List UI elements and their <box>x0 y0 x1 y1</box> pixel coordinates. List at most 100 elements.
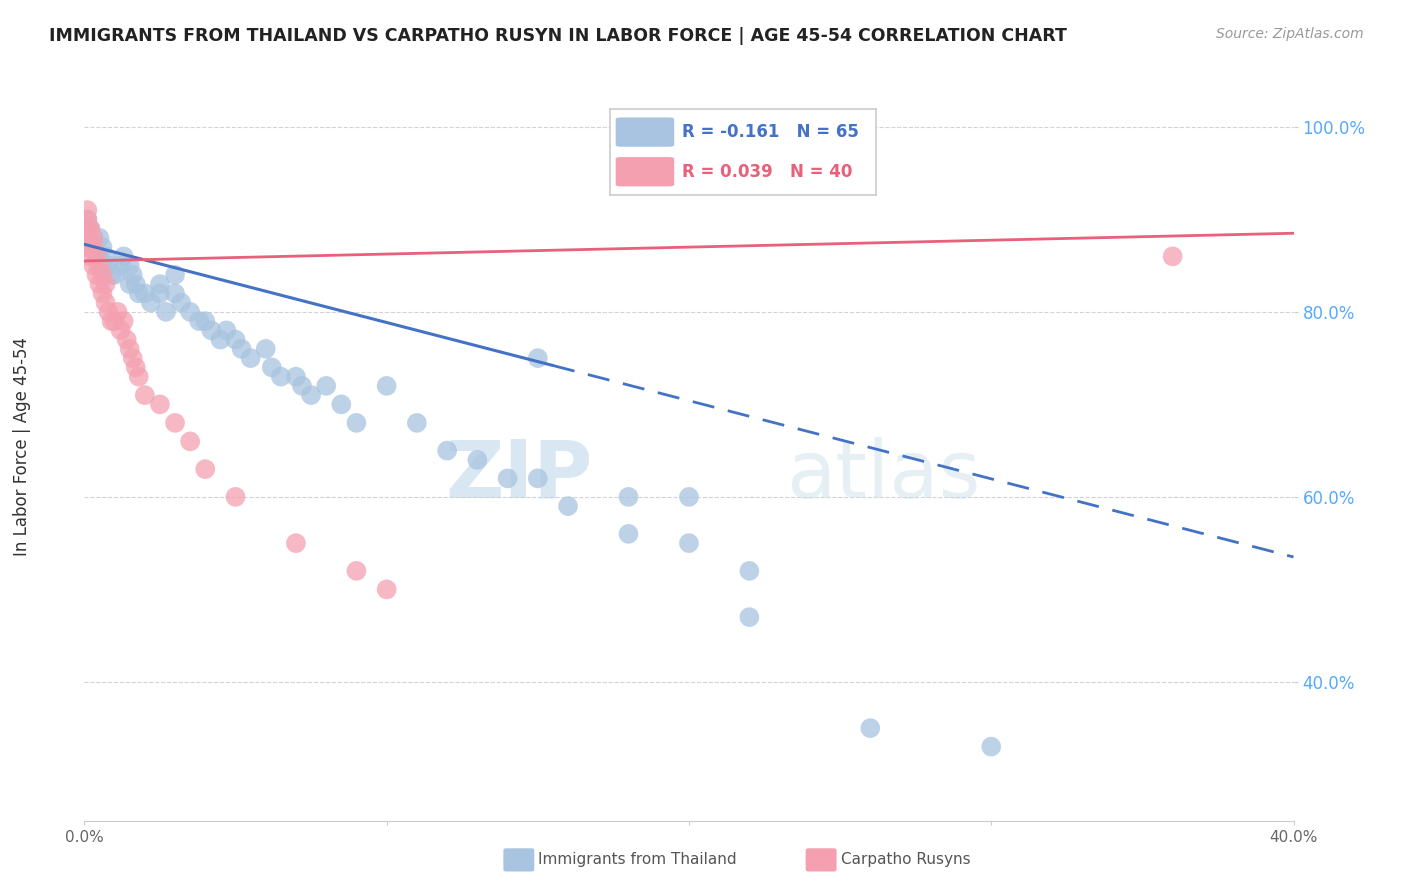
Point <box>91 268 114 282</box>
Point <box>73 240 96 254</box>
Point <box>557 499 579 513</box>
Point <box>231 342 253 356</box>
Point <box>375 379 398 393</box>
Point <box>100 268 122 282</box>
Point <box>225 490 247 504</box>
Text: Immigrants from Thailand: Immigrants from Thailand <box>538 853 737 867</box>
Point <box>1161 249 1184 263</box>
Point <box>79 221 101 235</box>
Point <box>94 249 117 263</box>
Point <box>170 295 193 310</box>
Point <box>94 295 117 310</box>
Point <box>112 249 135 263</box>
Point <box>188 314 211 328</box>
Point <box>115 333 138 347</box>
Point <box>91 259 114 273</box>
Point <box>139 295 162 310</box>
Point <box>121 351 143 365</box>
Point <box>239 351 262 365</box>
Text: Carpatho Rusyns: Carpatho Rusyns <box>841 853 970 867</box>
Point <box>165 416 187 430</box>
Point <box>76 221 98 235</box>
Point <box>179 434 201 449</box>
Point <box>97 305 120 319</box>
Point <box>76 231 98 245</box>
Point <box>527 471 550 485</box>
Point <box>76 231 98 245</box>
Point <box>86 268 108 282</box>
Point <box>285 536 308 550</box>
Point <box>149 286 172 301</box>
Point <box>110 259 132 273</box>
Point <box>86 249 108 263</box>
Point <box>82 231 104 245</box>
Point <box>82 240 104 254</box>
Point <box>496 471 519 485</box>
Point <box>128 286 150 301</box>
Text: Source: ZipAtlas.com: Source: ZipAtlas.com <box>1216 27 1364 41</box>
Point <box>76 221 98 235</box>
Point <box>436 443 458 458</box>
Point <box>76 203 98 218</box>
Point <box>980 739 1002 754</box>
Point <box>406 416 429 430</box>
Point <box>209 333 232 347</box>
Point <box>346 416 368 430</box>
Point <box>165 286 187 301</box>
Point <box>225 333 247 347</box>
Point <box>76 212 98 227</box>
Point <box>112 314 135 328</box>
Point <box>128 369 150 384</box>
Point <box>330 397 353 411</box>
Point <box>738 564 761 578</box>
Point <box>100 314 122 328</box>
Point <box>107 305 129 319</box>
Point <box>299 388 322 402</box>
Point <box>375 582 398 597</box>
Text: IMMIGRANTS FROM THAILAND VS CARPATHO RUSYN IN LABOR FORCE | AGE 45-54 CORRELATIO: IMMIGRANTS FROM THAILAND VS CARPATHO RUS… <box>49 27 1067 45</box>
Point <box>678 536 700 550</box>
Point <box>149 397 172 411</box>
Point <box>738 610 761 624</box>
Point <box>149 277 172 292</box>
Point <box>118 342 141 356</box>
Point <box>179 305 201 319</box>
Point <box>82 231 104 245</box>
Point <box>89 259 111 273</box>
Point <box>346 564 368 578</box>
Point <box>165 268 187 282</box>
Point <box>194 314 217 328</box>
Point <box>89 231 111 245</box>
Point <box>467 453 489 467</box>
Point <box>76 212 98 227</box>
Point <box>194 462 217 476</box>
Point <box>254 342 277 356</box>
Point <box>134 388 156 402</box>
Point <box>291 379 314 393</box>
Text: atlas: atlas <box>786 437 980 515</box>
Point <box>79 249 101 263</box>
Point <box>125 360 148 375</box>
Point <box>285 369 308 384</box>
Point <box>82 240 104 254</box>
Point <box>527 351 550 365</box>
Point <box>118 259 141 273</box>
Y-axis label: In Labor Force | Age 45-54: In Labor Force | Age 45-54 <box>13 336 31 556</box>
Point <box>94 277 117 292</box>
Point <box>97 259 120 273</box>
Point <box>315 379 337 393</box>
Point <box>260 360 283 375</box>
Point <box>79 221 101 235</box>
Point <box>859 721 882 735</box>
Point <box>155 305 177 319</box>
Point <box>118 277 141 292</box>
Point <box>91 286 114 301</box>
Point <box>270 369 292 384</box>
Point <box>89 277 111 292</box>
Point <box>89 249 111 263</box>
Point <box>104 314 127 328</box>
Point <box>79 240 101 254</box>
Point <box>617 527 640 541</box>
Point <box>678 490 700 504</box>
Point <box>79 240 101 254</box>
